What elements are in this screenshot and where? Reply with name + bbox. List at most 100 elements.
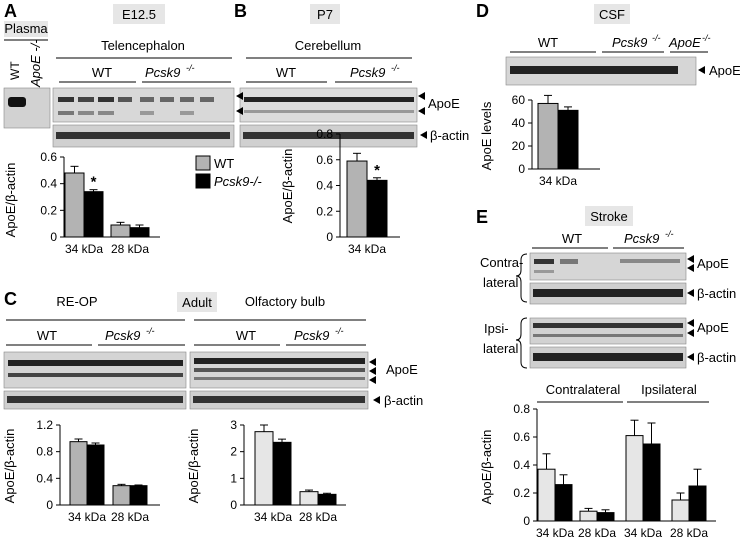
panel-c1-group-ko: Pcsk9 [105,328,140,343]
bar-charts: 0 0.2 0.4 0.6 ApoE/β-actin 34 kDa 28 kDa * 0 0.2 0… [2,92,716,539]
panel-b-apoe-band-upper [244,97,414,102]
chart-c1-y-label: ApoE/β-actin [2,429,17,504]
panel-c1-actin-band [7,396,183,403]
chart-c2-y-tick-label: 2 [230,445,237,459]
chart-e-bar [625,435,644,522]
panel-e-contra-band-1 [534,259,554,264]
legend-ko-swatch [195,173,211,189]
chart-b-x-tick-label: 34 kDa [348,242,386,256]
panel-e-ipsi-apoe-blot [529,317,687,345]
panel-c-apoe-label: ApoE [386,362,418,377]
chart-c1-bar [69,441,88,506]
chart-c2-bar [299,491,319,506]
panel-e-contra-actin-label: β-actin [697,286,736,301]
chart-c1-bar [86,444,105,506]
chart-e-bar [642,443,661,522]
panel-a-actin-band [56,132,230,139]
panel-b-stage-bg [310,4,340,24]
chart-e-bar [688,485,707,522]
panel-c-region1: RE-OP [56,294,97,309]
chart-e-y-tick-label: 0.2 [513,486,530,500]
panel-a-apoe-blot [52,87,235,123]
panel-e-ipsi-actin-arrow [687,353,694,361]
panel-b-group-wt: WT [276,65,296,80]
chart-b-bar [366,179,388,238]
panel-c2-group-ko-sup: -/- [335,326,344,336]
chart-e-bar [671,499,690,522]
panel-e-chart-group-contra: Contralateral [546,382,621,397]
panel-e-stage-bg [585,206,633,226]
panel-a-group-ko: Pcsk9 [145,65,180,80]
legend-ko-label: Pcsk9-/- [214,174,262,189]
panel-d-group-apoe: ApoE [668,35,701,50]
chart-a-bar [83,191,104,238]
chart-c1-y-tick-label: 0.4 [36,471,53,485]
panel-d-group-ko: Pcsk9 [612,35,647,50]
chart-e-y-tick-label: 0.8 [513,402,530,416]
chart-a-bar [64,172,85,238]
chart-c2-x-tick-label: 28 kDa [299,510,337,524]
chart-c2-bar [317,493,337,506]
chart-d-x-tick-label: 34 kDa [539,174,577,188]
panel-d-group-apoe-sup: -/- [702,33,711,43]
chart-d-y-tick-label: 40 [512,116,526,130]
panel-c2-actin-band [193,396,365,403]
panel-e-contra-brace [515,253,528,303]
chart-d-y-tick-label: 0 [518,162,525,176]
chart-a-x-tick-label: 34 kDa [65,242,103,256]
panel-b-group-ko-sup: -/- [391,63,400,73]
panel-c1-apoe-blot [3,351,187,389]
chart-b-y-tick-label: 0.4 [316,179,333,193]
panel-e-stage: Stroke [590,209,628,224]
panel-e-ipsi-actin-band [533,353,683,361]
panel-c1-apoe-band-upper [8,360,183,366]
panel-b-actin-arrow [420,131,427,139]
panel-e-ipsi-band-upper [533,323,683,328]
chart-a-y-tick-label: 0.4 [40,177,57,191]
chart-d-y-tick-label: 60 [512,93,526,107]
panel-e-group-wt: WT [562,231,582,246]
panel-e-group-ko-sup: -/- [665,229,674,239]
panel-e-contra-actin-arrow [687,289,694,297]
chart-c1-y-tick-label: 0.8 [36,445,53,459]
panel-b-actin-band [243,132,414,139]
chart-e-y-tick-label: 0.4 [513,458,530,472]
panel-e-contra-apoe-blot [529,252,687,281]
chart-c2-y-tick-label: 1 [230,471,237,485]
panel-c1-group-wt: WT [37,328,57,343]
panel-c-region2: Olfactory bulb [245,294,325,309]
chart-d-bar [557,109,579,170]
chart-a-bar [129,227,150,238]
chart-c1-y-tick-label: 0 [46,498,53,512]
panel-d-stage-bg [594,4,630,24]
panel-d-apoe-band [510,66,678,74]
panel-e-contra-arrow-1 [687,255,694,263]
chart-c2-y-tick-label: 0 [230,498,237,512]
chart-a-asterisk: * [91,174,97,191]
panel-e-ipsi-actin-label: β-actin [697,350,736,365]
panel-d-letter: D [476,1,489,21]
panel-b-group-ko: Pcsk9 [350,65,385,80]
chart-c1-x-tick-label: 34 kDa [68,510,106,524]
chart-a-x-tick-label: 28 kDa [111,242,149,256]
panel-a-stage: E12.5 [122,7,156,22]
chart-b-asterisk: * [374,162,380,179]
legend-wt-label: WT [214,156,234,171]
chart-a-y-tick-label: 0.6 [40,150,57,164]
panel-c2-apoe-band-lower [194,377,365,380]
panel-c-actin-arrow [373,396,380,404]
panel-a-arrow-2 [236,107,243,115]
panel-c2-group-ko: Pcsk9 [294,328,329,343]
panel-c1-group-ko-sup: -/- [146,326,155,336]
chart-e-bar [579,510,598,522]
chart-d-y-label: ApoE levels [479,101,494,170]
chart-b-y-tick-label: 0.6 [316,153,333,167]
panel-e-ipsi-line2: lateral [483,341,519,356]
panel-e-ipsi-arrow-2 [687,329,694,337]
chart-e-y-label: ApoE/β-actin [479,430,494,505]
chart-c2-y-tick-label: 3 [230,418,237,432]
panel-c-arrow-1 [369,358,376,366]
panel-d-group-ko-sup: -/- [652,33,661,43]
panel-b-stage: P7 [317,7,333,22]
panel-e-ipsi-brace [515,317,528,369]
